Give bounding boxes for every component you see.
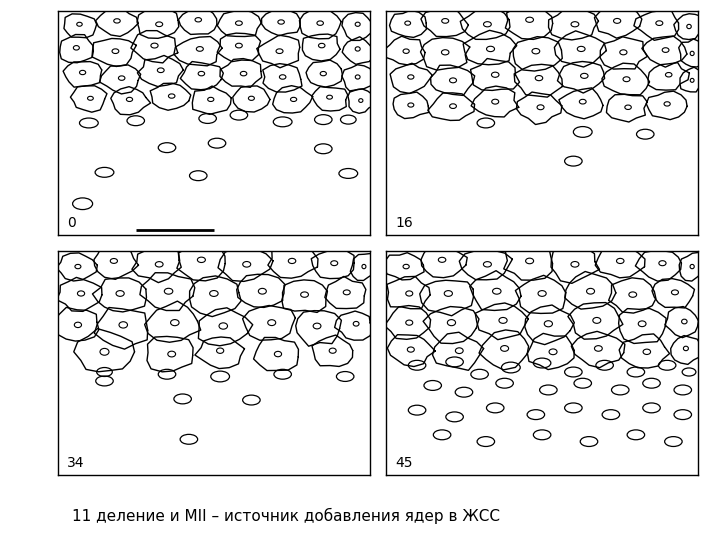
Text: 45: 45 [395,456,413,470]
Text: 0: 0 [67,215,76,230]
Text: 11 деление и МII – источник добавления ядер в ЖСС: 11 деление и МII – источник добавления я… [72,508,500,524]
Text: 16: 16 [395,215,413,230]
Text: 34: 34 [67,456,84,470]
